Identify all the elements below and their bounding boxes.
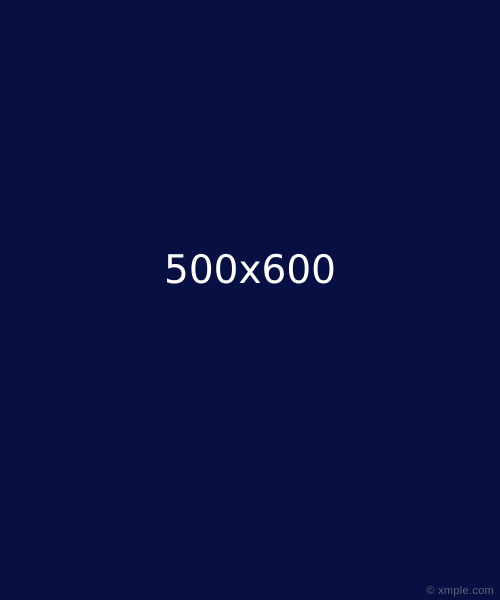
watermark-text: © xmple.com (426, 585, 494, 597)
dimensions-label: 500x600 (164, 248, 336, 293)
